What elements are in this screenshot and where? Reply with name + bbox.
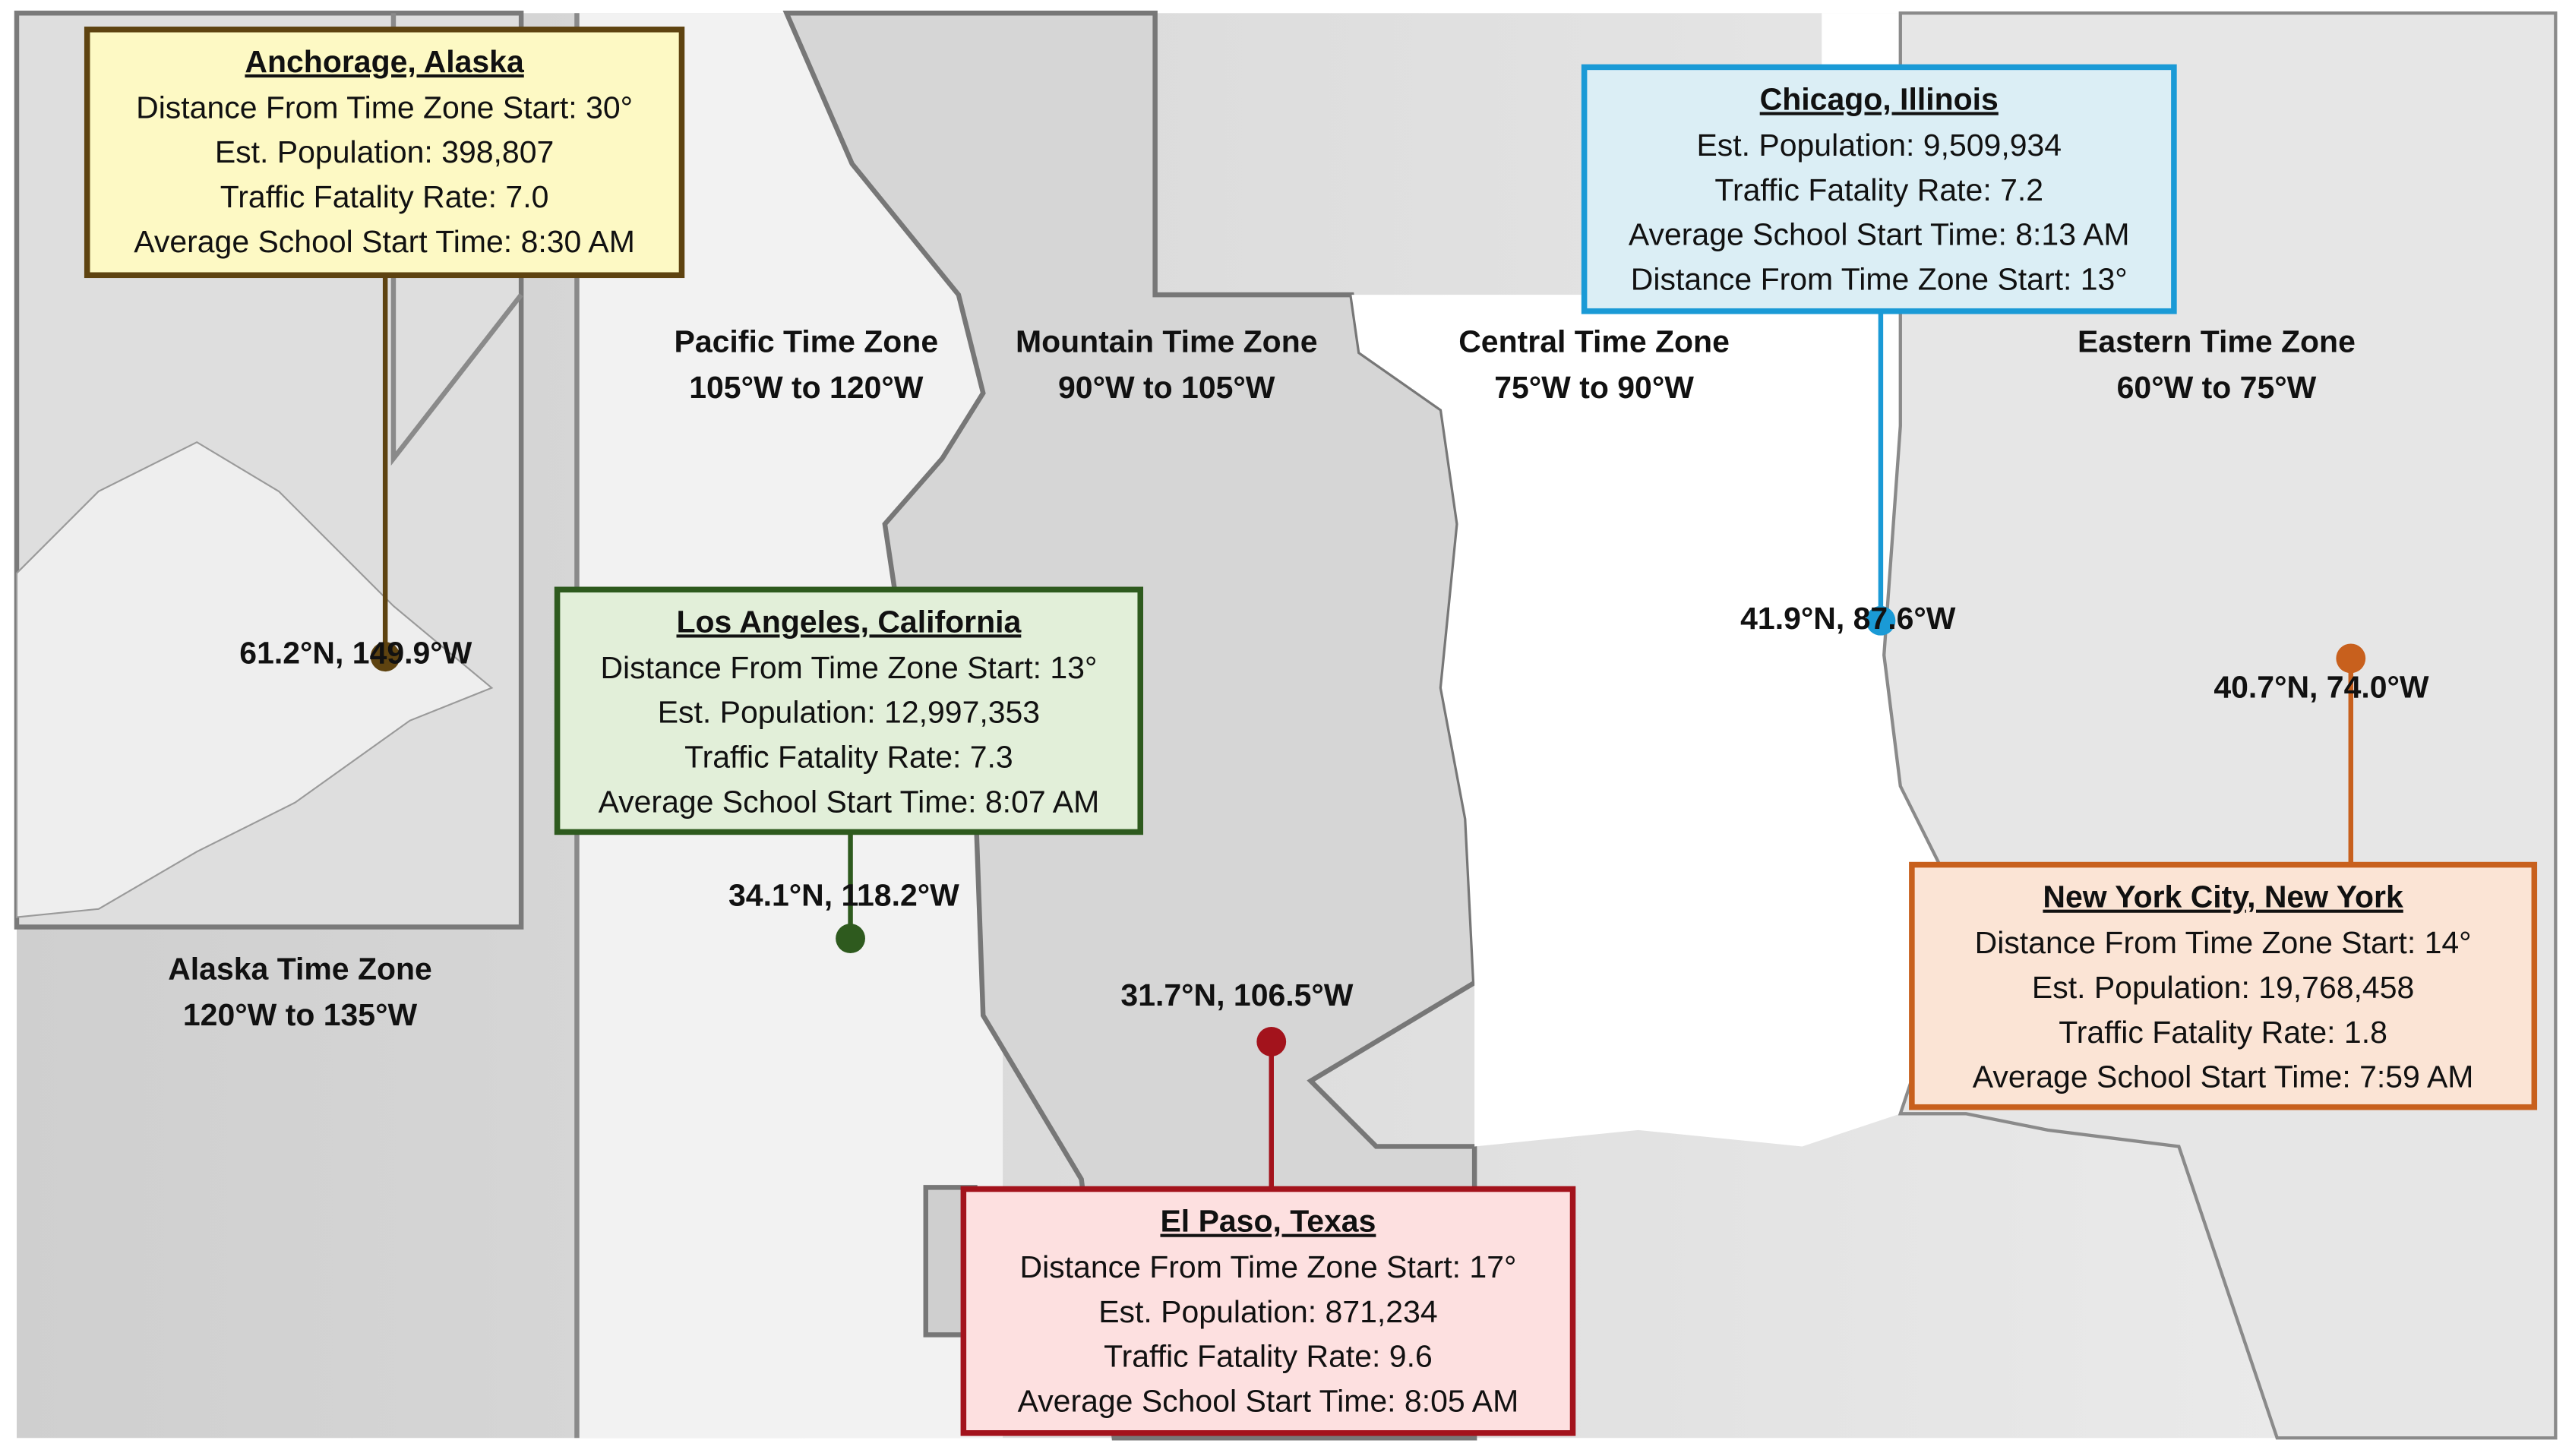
zone-name: Eastern Time Zone xyxy=(2078,324,2356,359)
city-info: Est. Population: 9,509,934 xyxy=(1696,128,2062,163)
city-info: Distance From Time Zone Start: 13° xyxy=(1631,262,2128,297)
info-box xyxy=(84,27,685,279)
city-title: Los Angeles, California xyxy=(677,604,1022,639)
zone-range: 120°W to 135°W xyxy=(183,997,418,1032)
zone-range: 60°W to 75°W xyxy=(2117,370,2317,405)
city-info: Average School Start Time: 8:13 AM xyxy=(1629,217,2130,252)
city-title: El Paso, Texas xyxy=(1160,1204,1376,1239)
coordinates: 34.1°N, 118.2°W xyxy=(728,878,959,913)
coordinates: 31.7°N, 106.5°W xyxy=(1120,978,1353,1012)
city-info: Traffic Fatality Rate: 9.6 xyxy=(1104,1339,1433,1374)
city-info: Distance From Time Zone Start: 14° xyxy=(1975,925,2472,960)
city-info: Traffic Fatality Rate: 1.8 xyxy=(2059,1015,2387,1050)
info-box xyxy=(1909,861,2538,1110)
zone-name: Alaska Time Zone xyxy=(168,952,432,987)
zone-range: 90°W to 105°W xyxy=(1058,370,1275,405)
city-marker xyxy=(2336,643,2366,674)
city-info: Distance From Time Zone Start: 30° xyxy=(136,90,633,125)
city-info: Est. Population: 398,807 xyxy=(215,134,554,169)
city-info: Average School Start Time: 7:59 AM xyxy=(1973,1060,2474,1094)
city-title: New York City, New York xyxy=(2043,880,2403,914)
city-info: Average School Start Time: 8:07 AM xyxy=(599,784,1100,819)
alaska-land xyxy=(15,441,494,918)
coordinates: 40.7°N, 74.0°W xyxy=(2214,670,2429,705)
city-marker xyxy=(370,642,400,672)
city-info: Distance From Time Zone Start: 13° xyxy=(600,650,1097,685)
city-info: Est. Population: 12,997,353 xyxy=(658,695,1040,730)
city-title: Chicago, Illinois xyxy=(1760,82,1999,117)
city-info: Distance From Time Zone Start: 17° xyxy=(1019,1249,1516,1284)
city-info: Average School Start Time: 8:30 AM xyxy=(134,224,635,259)
info-box xyxy=(554,586,1144,835)
city-marker xyxy=(1866,605,1896,636)
zone-name: Pacific Time Zone xyxy=(675,324,939,359)
info-box xyxy=(960,1186,1576,1436)
city-marker xyxy=(1256,1027,1287,1056)
city-info: Traffic Fatality Rate: 7.0 xyxy=(220,179,549,214)
zone-name: Central Time Zone xyxy=(1458,324,1730,359)
city-info: Traffic Fatality Rate: 7.2 xyxy=(1714,172,2043,207)
city-marker xyxy=(836,924,865,953)
city-title: Anchorage, Alaska xyxy=(245,44,525,79)
coordinates: 61.2°N, 149.9°W xyxy=(239,635,472,670)
city-info: Est. Population: 871,234 xyxy=(1098,1294,1437,1329)
city-info: Average School Start Time: 8:05 AM xyxy=(1018,1384,1519,1419)
city-info: Est. Population: 19,768,458 xyxy=(2032,970,2414,1005)
zone-range: 105°W to 120°W xyxy=(689,370,924,405)
zone-range: 75°W to 90°W xyxy=(1494,370,1694,405)
city-info: Traffic Fatality Rate: 7.3 xyxy=(684,740,1013,775)
info-box xyxy=(1581,64,2177,314)
coordinates: 41.9°N, 87.6°W xyxy=(1740,601,1956,636)
zone-name: Mountain Time Zone xyxy=(1016,324,1318,359)
